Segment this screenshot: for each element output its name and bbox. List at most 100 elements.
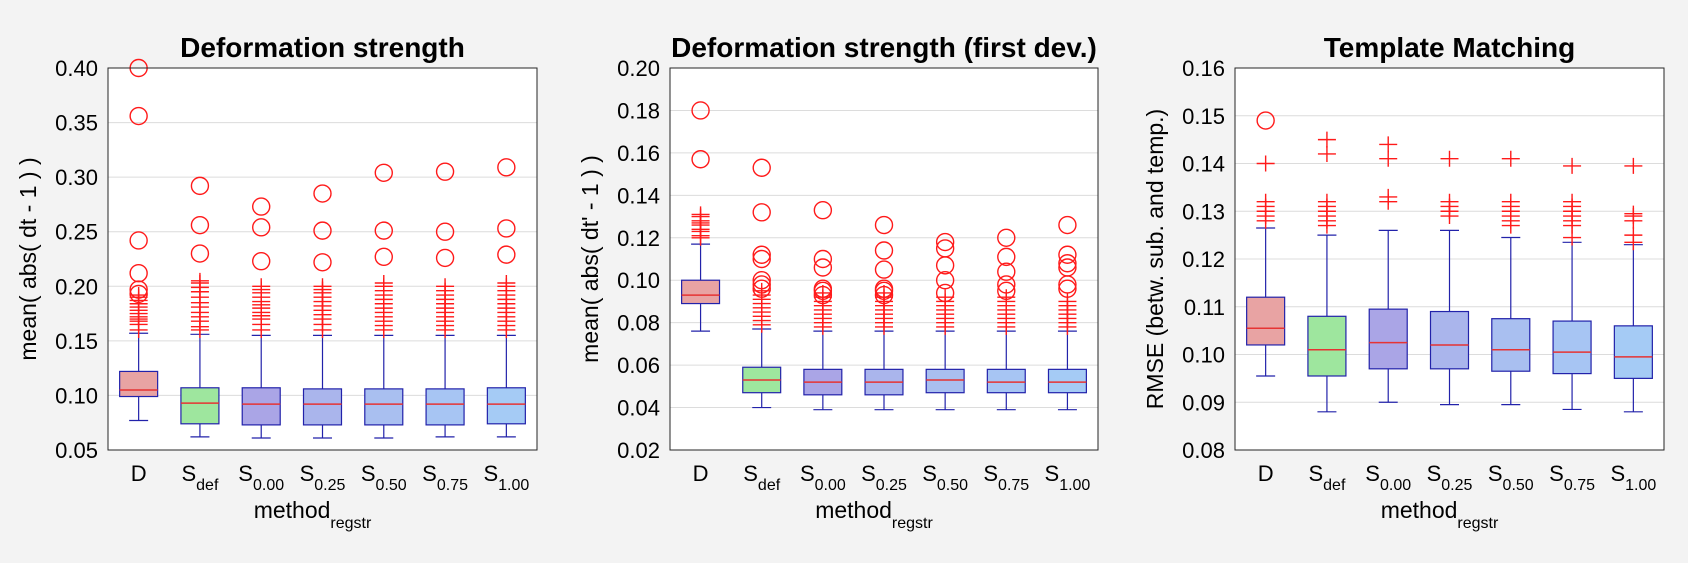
outlier-plus: [1317, 193, 1336, 210]
outlier-circle: [813, 258, 833, 277]
x-tick-label: S0.00: [800, 461, 846, 494]
outlier-circle: [874, 279, 894, 298]
x-tick-subscript: 0.50: [1503, 477, 1534, 494]
box-group: [1047, 215, 1087, 411]
y-axis-label: RMSE (betw. sub. and temp.): [1142, 109, 1168, 409]
outlier-plus: [1440, 150, 1459, 167]
x-tick-subscript: 1.00: [1059, 477, 1090, 494]
x-tick-subscript: 0.75: [437, 477, 468, 494]
x-tick-main: D: [693, 461, 709, 486]
outlier-circle: [752, 271, 771, 290]
x-axis-label-main: method: [815, 497, 892, 523]
x-tick-main: D: [1258, 461, 1274, 486]
panel-deformation-strength: 0.050.100.150.200.250.300.350.40D Sdef S0.…: [15, 32, 538, 532]
outlier-circle: [1058, 254, 1077, 273]
x-tick-main: S: [422, 461, 437, 486]
outlier-circle: [813, 279, 833, 298]
outlier-circle: [374, 247, 393, 267]
x-axis-label-subscript: regstr: [892, 515, 934, 532]
outlier-plus: [1256, 193, 1275, 210]
x-tick-main: S: [1427, 461, 1442, 486]
y-tick-label: 0.08: [617, 311, 660, 336]
x-tick-label: D: [1258, 461, 1274, 486]
chart-title: Deformation strength: [180, 32, 465, 63]
x-tick-label: S0.25: [300, 461, 346, 494]
y-tick-label: 0.10: [55, 383, 98, 408]
box: [986, 368, 1026, 394]
outlier-circle: [752, 245, 771, 264]
x-tick-main: S: [1549, 461, 1564, 486]
outlier-circle: [997, 247, 1016, 267]
outlier-circle: [874, 260, 894, 279]
outlier-circle: [691, 101, 710, 120]
y-tick-label: 0.14: [1182, 152, 1225, 177]
axes-frame: [107, 67, 538, 451]
x-tick-subscript: 0.75: [1564, 477, 1595, 494]
outlier-plus: [1563, 157, 1582, 174]
y-tick-label: 0.08: [1182, 438, 1225, 463]
y-tick-label: 0.15: [1182, 104, 1225, 129]
box-group: [925, 232, 965, 411]
outlier-plus: [374, 275, 393, 292]
x-tick-subscript: 0.00: [1380, 477, 1411, 494]
outlier-circle: [252, 251, 271, 271]
panel-template-matching: 0.08 0.09 0.10 0.11 0.12 0.13 0.14 0.15 0.16 D Sde…: [1142, 32, 1665, 532]
box-group: [1246, 111, 1286, 377]
x-axis-label: methodregstr: [1381, 497, 1499, 532]
x-tick-main: S: [238, 461, 253, 486]
outlier-plus: [813, 284, 832, 301]
y-tick-label: 0.06: [617, 353, 660, 378]
box-group: [425, 162, 465, 438]
x-tick-label: S0.75: [1549, 461, 1595, 494]
outlier-circle: [935, 283, 955, 303]
outlier-plus: [1624, 157, 1643, 174]
x-axis-label-subscript: regstr: [1457, 515, 1499, 532]
outlier-circle: [497, 245, 516, 264]
x-tick-main: S: [743, 461, 758, 486]
box: [925, 368, 965, 394]
x-tick-label: S0.50: [922, 461, 968, 494]
outlier-circle: [190, 244, 210, 263]
x-tick-label: Sdef: [743, 461, 780, 494]
outlier-circle: [1256, 111, 1275, 130]
outlier-plus: [190, 272, 209, 289]
x-tick-main: S: [983, 461, 998, 486]
outlier-circle: [813, 200, 833, 220]
x-tick-subscript: def: [758, 477, 781, 494]
box-group: [742, 158, 782, 409]
box: [180, 387, 220, 425]
outlier-circle: [752, 275, 771, 294]
axes-frame: [1234, 67, 1665, 451]
y-tick-label: 0.35: [55, 111, 98, 136]
x-tick-main: S: [1308, 461, 1323, 486]
y-tick-label: 0.12: [1182, 247, 1225, 272]
outlier-circle: [813, 285, 833, 305]
outlier-plus: [875, 284, 893, 301]
x-tick-main: S: [1045, 461, 1060, 486]
box: [1047, 368, 1087, 394]
y-tick-label: 0.10: [617, 268, 660, 293]
box-group: [1368, 136, 1408, 403]
box-group: [180, 176, 220, 438]
x-axis-label: methodregstr: [254, 497, 372, 532]
outlier-plus: [1624, 227, 1643, 244]
y-tick-label: 0.12: [617, 226, 660, 251]
outlier-circle: [497, 219, 516, 238]
box-group: [1613, 157, 1653, 413]
y-tick-label: 0.04: [617, 396, 660, 421]
x-tick-subscript: 0.25: [314, 477, 345, 494]
x-tick-subscript: def: [1323, 477, 1346, 494]
y-axis-label: mean( abs( dt' - 1 ) ): [577, 155, 603, 363]
outlier-circle: [935, 239, 955, 258]
outlier-plus: [1317, 131, 1336, 148]
y-tick-label: 0.11: [1184, 295, 1225, 320]
box: [1552, 320, 1592, 375]
y-tick-label: 0.40: [55, 56, 98, 81]
box: [681, 279, 721, 305]
outlier-circle: [313, 184, 332, 203]
box-group: [681, 101, 721, 332]
chart-title: Deformation strength (first dev.): [671, 32, 1097, 63]
x-tick-label: S0.00: [238, 461, 284, 494]
x-tick-label: Sdef: [1308, 461, 1345, 494]
outlier-plus: [1624, 205, 1643, 222]
